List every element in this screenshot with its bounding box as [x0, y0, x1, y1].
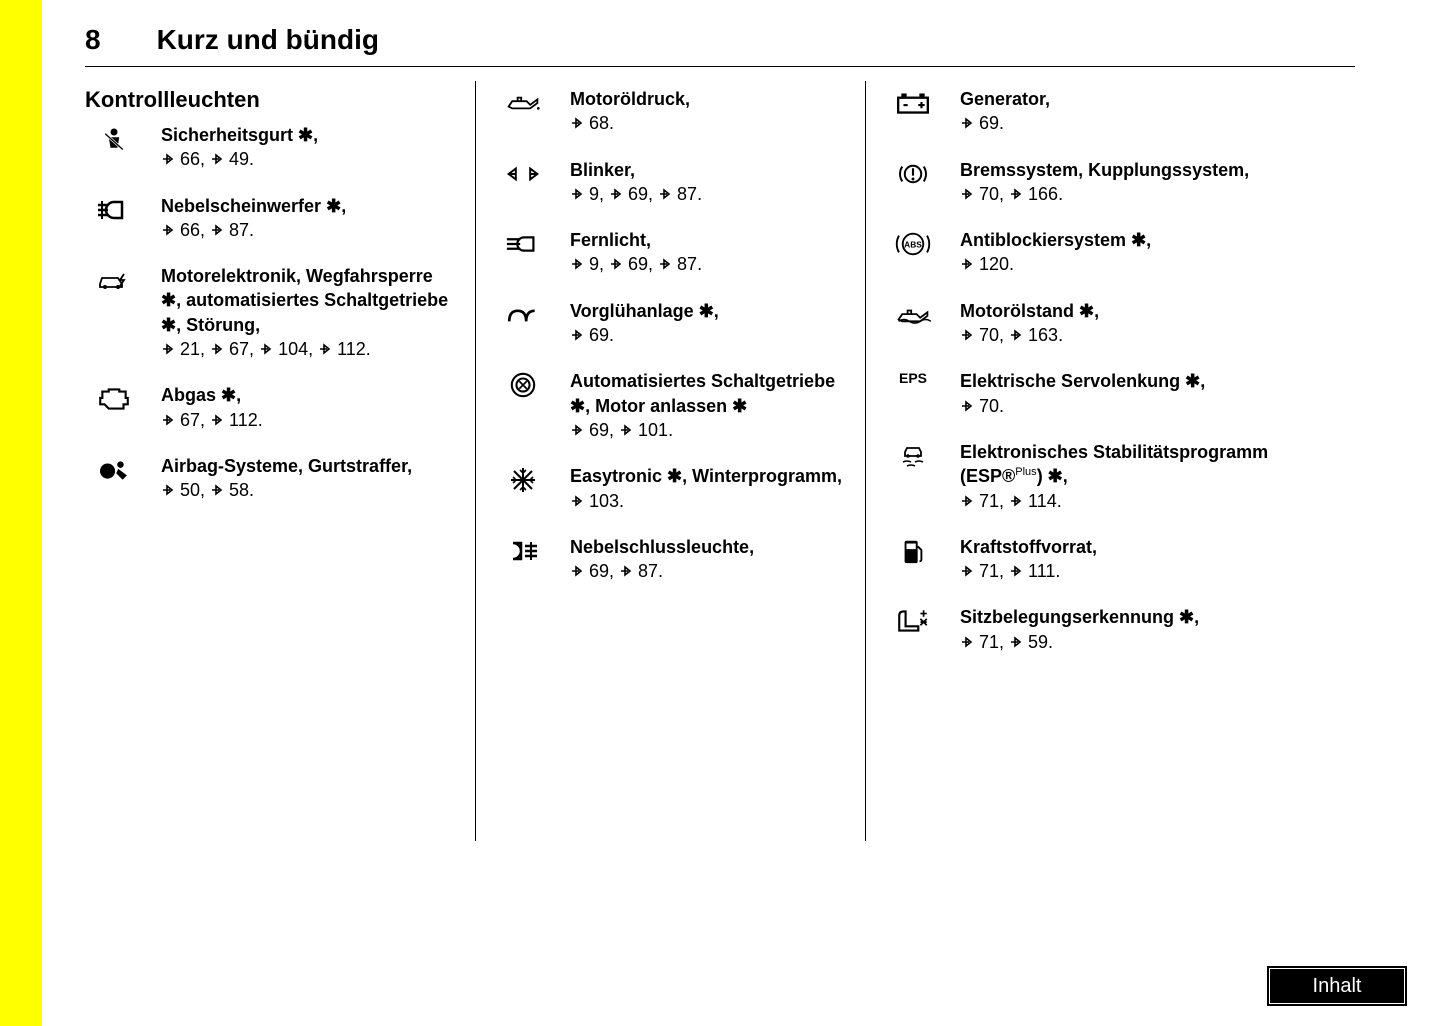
- oil-pressure-icon: [494, 87, 552, 136]
- column-2: Motoröldruck, 68. Blinker, 9, 69, 87. Fern…: [475, 81, 865, 841]
- oil-level-icon: [884, 299, 942, 348]
- page-number: 8: [85, 24, 101, 56]
- indicator-entry: Motoröldruck, 68.: [494, 87, 845, 136]
- indicator-text: Kraftstoffvorrat, 71, 111.: [960, 535, 1335, 584]
- glowplug-icon: [494, 299, 552, 348]
- indicator-entry: Motorelektronik, Wegfahrsperre ✱, automa…: [85, 264, 455, 361]
- content: 8 Kurz und bündig Kontrollleuchten Siche…: [85, 24, 1405, 841]
- eps-icon: EPS: [884, 369, 942, 418]
- indicator-entry: Abgas ✱, 67, 112.: [85, 383, 455, 432]
- indicator-text: Nebelscheinwerfer ✱, 66, 87.: [161, 194, 455, 243]
- indicator-text: Nebelschlussleuchte, 69, 87.: [570, 535, 845, 584]
- indicator-entry: Automatisiertes Schaltgetriebe ✱, Motor …: [494, 369, 845, 442]
- indicator-text: Blinker, 9, 69, 87.: [570, 158, 845, 207]
- indicator-text: Elektronisches Stabilitätsprogramm (ESP®…: [960, 440, 1335, 513]
- indicator-text: Abgas ✱, 67, 112.: [161, 383, 455, 432]
- indicator-text: Motorelektronik, Wegfahrsperre ✱, automa…: [161, 264, 455, 361]
- indicator-text: Automatisiertes Schaltgetriebe ✱, Motor …: [570, 369, 845, 442]
- indicator-text: Sicherheitsgurt ✱, 66, 49.: [161, 123, 455, 172]
- indicator-entry: Nebelscheinwerfer ✱, 66, 87.: [85, 194, 455, 243]
- esp-icon: [884, 440, 942, 513]
- indicator-text: Fernlicht, 9, 69, 87.: [570, 228, 845, 277]
- indicator-text: Motoröldruck, 68.: [570, 87, 845, 136]
- fuel-icon: [884, 535, 942, 584]
- fog-front-icon: [85, 194, 143, 243]
- toc-button[interactable]: Inhalt: [1267, 966, 1407, 1006]
- battery-icon: [884, 87, 942, 136]
- header-divider: [85, 66, 1355, 67]
- indicator-text: Generator, 69.: [960, 87, 1335, 136]
- indicator-text: Elektrische Servolenkung ✱, 70.: [960, 369, 1335, 418]
- indicator-entry: Motorölstand ✱, 70, 163.: [884, 299, 1335, 348]
- engine-icon: [85, 383, 143, 432]
- indicator-text: Airbag-Systeme, Gurtstraffer, 50, 58.: [161, 454, 455, 503]
- indicator-entry: Airbag-Systeme, Gurtstraffer, 50, 58.: [85, 454, 455, 503]
- indicator-text: Antiblockiersystem ✱, 120.: [960, 228, 1335, 277]
- indicator-text: Motorölstand ✱, 70, 163.: [960, 299, 1335, 348]
- indicator-text: Easytronic ✱, Winterprogramm, 103.: [570, 464, 845, 513]
- airbag-icon: [85, 454, 143, 503]
- indicator-entry: Nebelschlussleuchte, 69, 87.: [494, 535, 845, 584]
- yellow-margin-bar: [0, 0, 42, 1026]
- fog-rear-icon: [494, 535, 552, 584]
- indicator-text: Bremssystem, Kupplungssystem, 70, 166.: [960, 158, 1335, 207]
- indicator-entry: Sitzbelegungserkennung ✱, 71, 59.: [884, 605, 1335, 654]
- snowflake-icon: [494, 464, 552, 513]
- indicator-entry: EPS Elektrische Servolenkung ✱, 70.: [884, 369, 1335, 418]
- header-row: 8 Kurz und bündig: [85, 24, 1405, 66]
- indicator-entry: Easytronic ✱, Winterprogramm, 103.: [494, 464, 845, 513]
- column-1: Kontrollleuchten Sicherheitsgurt ✱, 66, …: [85, 81, 475, 841]
- section-title: Kontrollleuchten: [85, 87, 455, 113]
- brake-icon: [884, 158, 942, 207]
- indicator-entry: Generator, 69.: [884, 87, 1335, 136]
- page-title: Kurz und bündig: [157, 24, 379, 56]
- indicator-entry: Kraftstoffvorrat, 71, 111.: [884, 535, 1335, 584]
- indicator-entry: Bremssystem, Kupplungssystem, 70, 166.: [884, 158, 1335, 207]
- highbeam-icon: [494, 228, 552, 277]
- indicator-entry: Blinker, 9, 69, 87.: [494, 158, 845, 207]
- seat-occupancy-icon: [884, 605, 942, 654]
- indicator-text: Vorglühanlage ✱, 69.: [570, 299, 845, 348]
- engine-electronics-icon: [85, 264, 143, 361]
- indicator-entry: Fernlicht, 9, 69, 87.: [494, 228, 845, 277]
- abs-icon: [884, 228, 942, 277]
- indicator-entry: Vorglühanlage ✱, 69.: [494, 299, 845, 348]
- seatbelt-icon: [85, 123, 143, 172]
- column-3: Generator, 69. Bremssystem, Kupplungssyst…: [865, 81, 1355, 841]
- indicator-entry: Sicherheitsgurt ✱, 66, 49.: [85, 123, 455, 172]
- indicator-text: Sitzbelegungserkennung ✱, 71, 59.: [960, 605, 1335, 654]
- auto-gearbox-icon: [494, 369, 552, 442]
- indicator-entry: Antiblockiersystem ✱, 120.: [884, 228, 1335, 277]
- blinker-icon: [494, 158, 552, 207]
- indicator-entry: Elektronisches Stabilitätsprogramm (ESP®…: [884, 440, 1335, 513]
- columns: Kontrollleuchten Sicherheitsgurt ✱, 66, …: [85, 81, 1355, 841]
- page: 8 Kurz und bündig Kontrollleuchten Siche…: [0, 0, 1445, 1026]
